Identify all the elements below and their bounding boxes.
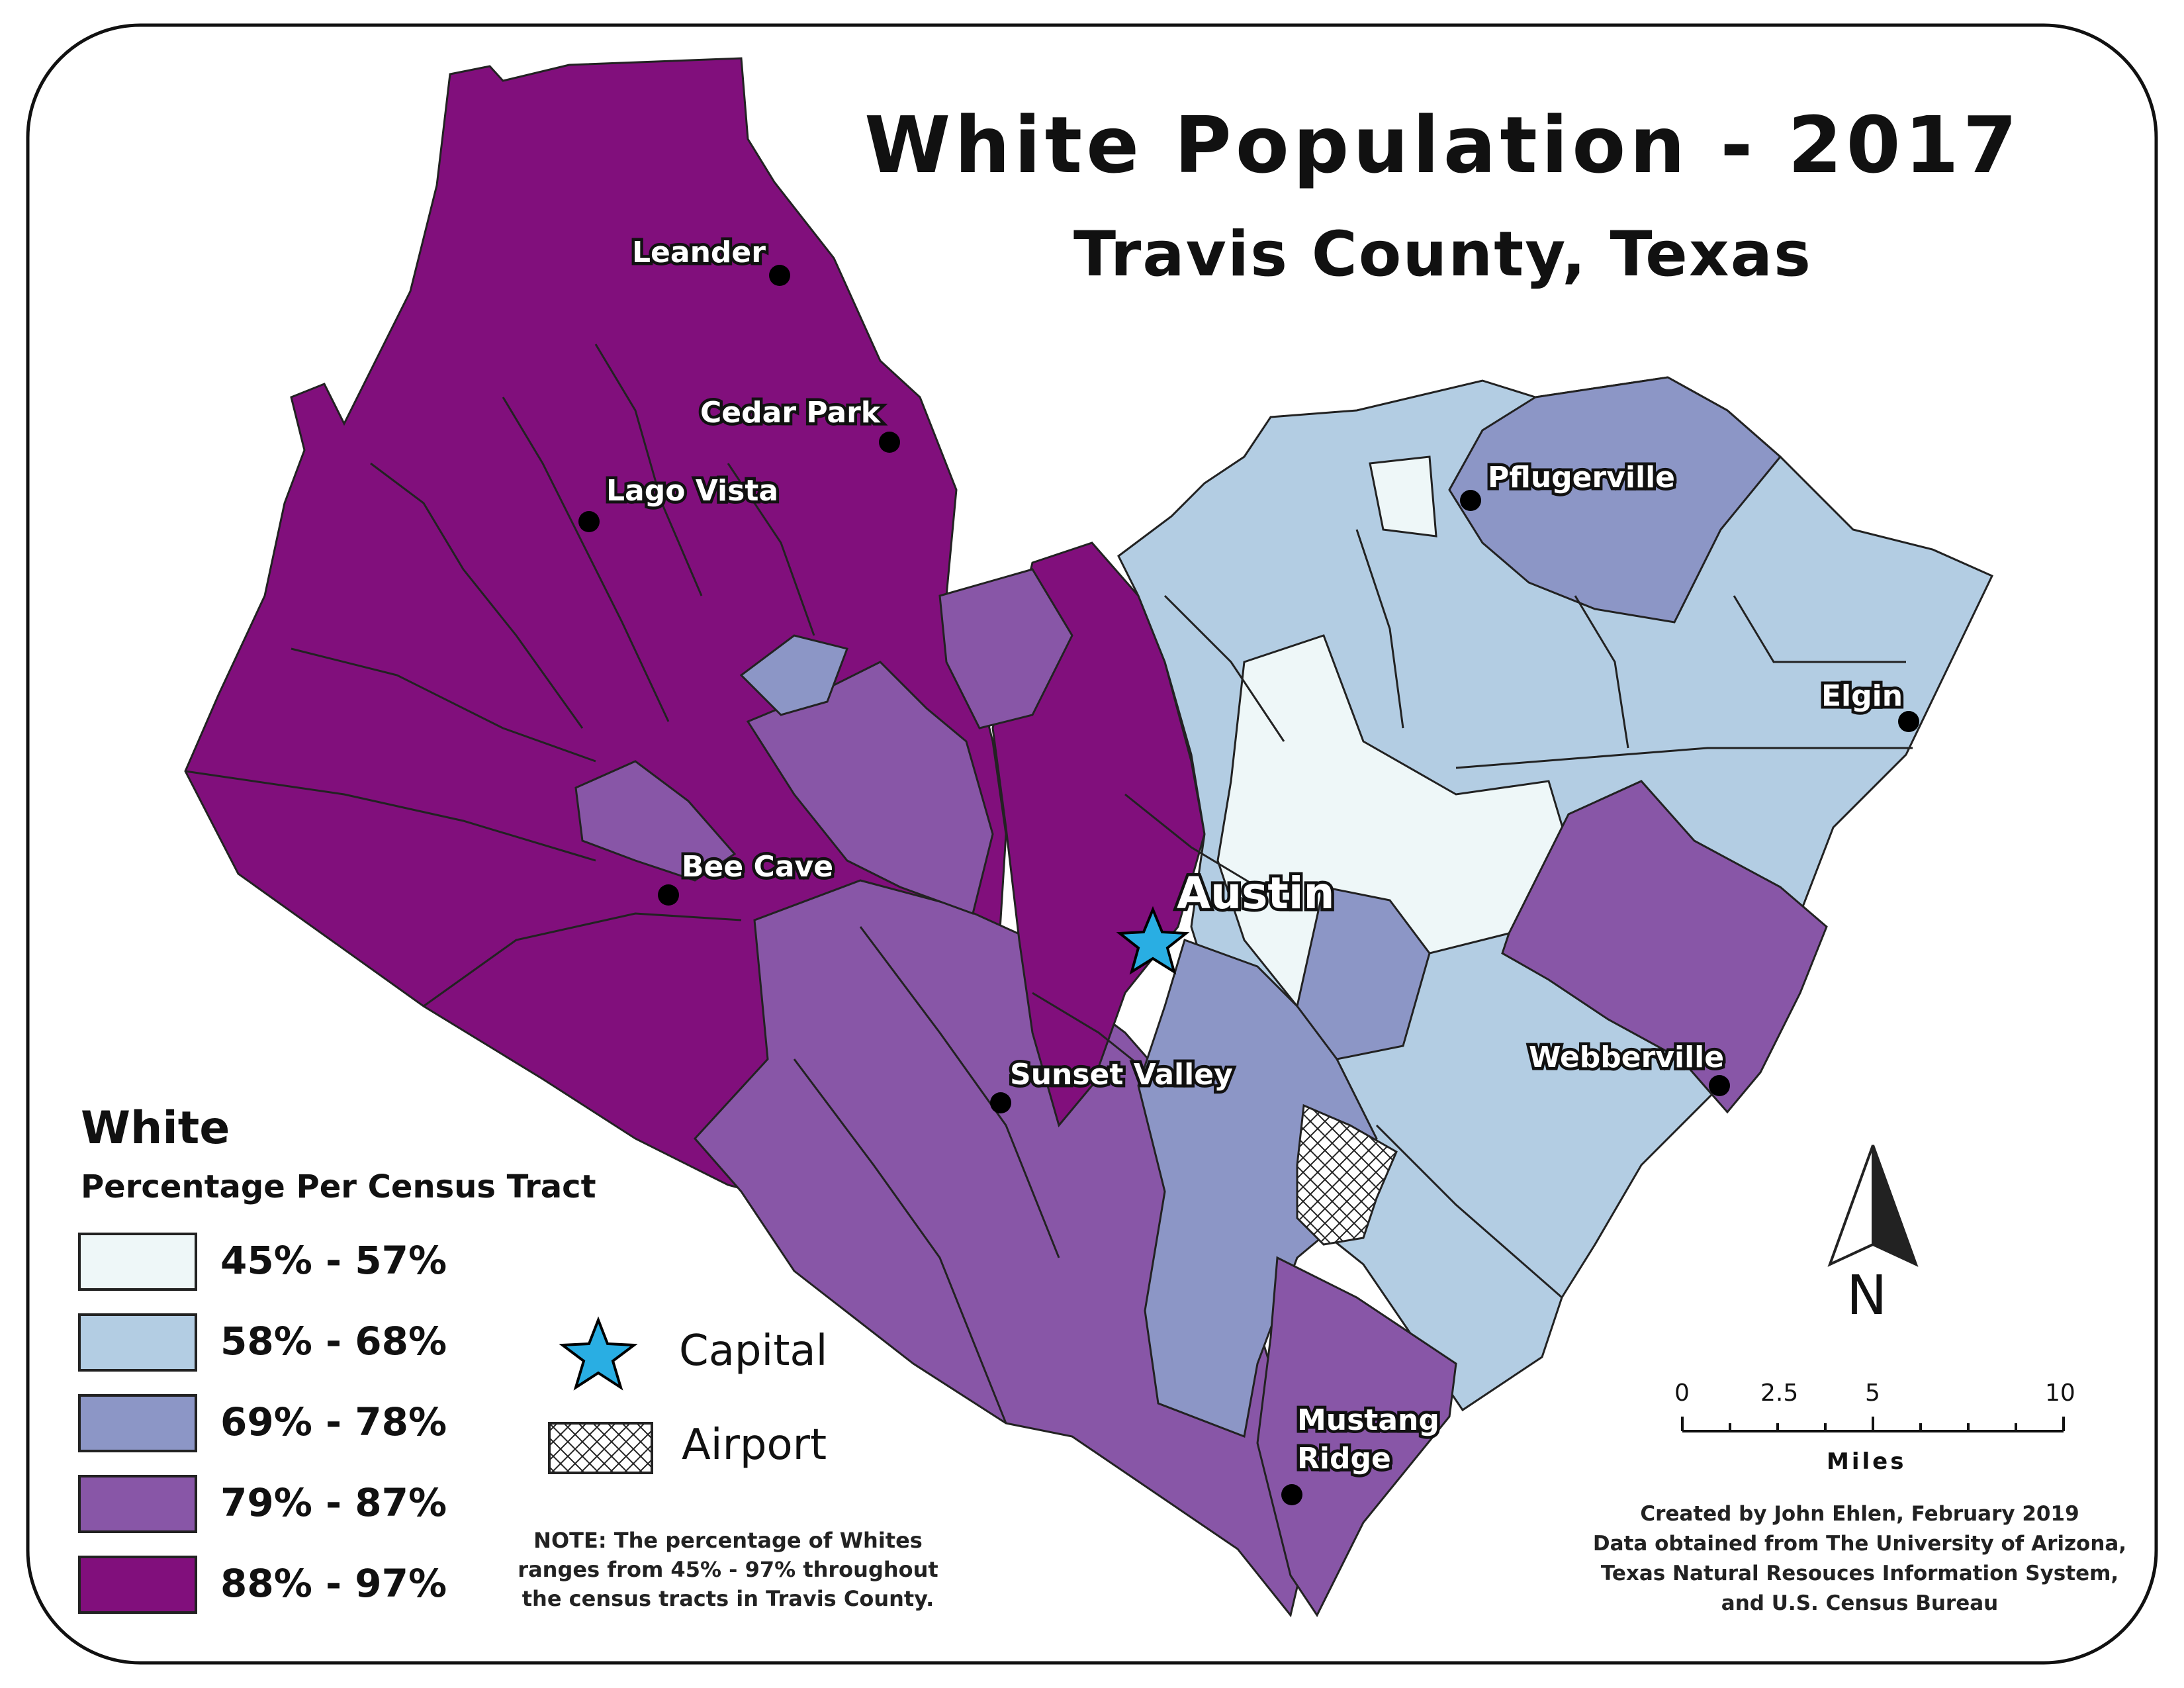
city-dots — [578, 265, 1919, 1505]
credit-line-2: Data obtained from The University of Ari… — [1592, 1532, 2127, 1556]
tracts-79-87-webberville — [1501, 780, 1828, 1114]
note-line-1: NOTE: The percentage of Whites — [533, 1528, 923, 1553]
map-credits: Created by John Ehlen, February 2019 Dat… — [1569, 1499, 2151, 1618]
tracts-79-87-north — [938, 568, 1073, 729]
legend-swatch-4 — [78, 1475, 197, 1533]
legend-label-3: 69% - 78% — [220, 1399, 447, 1444]
legend-label-4: 79% - 87% — [220, 1480, 447, 1525]
tract-boundaries — [185, 344, 1913, 1424]
tracts-69-78-pflugerville — [1448, 376, 1782, 624]
city-dot-lago-vista — [578, 511, 600, 532]
legend-subheading: Percentage Per Census Tract — [81, 1168, 596, 1205]
scale-bar — [1681, 1417, 2065, 1432]
city-dot-leander — [769, 265, 790, 286]
scale-tick-10: 10 — [2045, 1380, 2075, 1407]
city-dot-cedar-park — [879, 432, 900, 453]
legend-label-2: 58% - 68% — [220, 1319, 447, 1364]
scale-unit-label: Miles — [1827, 1448, 1907, 1475]
legend-label-1: 45% - 57% — [220, 1238, 447, 1283]
tracts-45-57-north — [1369, 455, 1437, 538]
legend-heading: White — [81, 1102, 230, 1154]
note-line-2: ranges from 45% - 97% throughout — [518, 1557, 938, 1582]
scale-tick-2-5: 2.5 — [1760, 1380, 1799, 1407]
label-sunset-valley: Sunset Valley — [1010, 1058, 1233, 1092]
tracts-79-87-central — [746, 661, 994, 915]
city-dot-mustang-ridge — [1281, 1484, 1302, 1505]
map-subtitle: Travis County, Texas — [1073, 218, 1812, 291]
north-arrow-label: N — [1846, 1264, 1888, 1327]
label-webberville: Webberville — [1529, 1041, 1724, 1074]
legend-swatch-1 — [78, 1233, 197, 1291]
legend-capital-star-icon — [559, 1316, 638, 1391]
tracts-79-87-bee-cave — [574, 760, 737, 882]
legend-label-5: 88% - 97% — [220, 1561, 447, 1606]
label-leander: Leander — [632, 236, 766, 269]
tracts-69-78-east-center — [1296, 886, 1431, 1060]
tracts-79-87-south-tip — [1256, 1256, 1457, 1617]
label-elgin: Elgin — [1821, 679, 1903, 713]
legend-airport-label: Airport — [682, 1421, 827, 1470]
city-dot-pflugerville — [1460, 490, 1481, 511]
note-line-3: the census tracts in Travis County. — [522, 1586, 934, 1611]
city-dot-webberville — [1709, 1075, 1730, 1096]
label-pflugerville: Pflugerville — [1488, 461, 1675, 494]
credit-line-4: and U.S. Census Bureau — [1721, 1591, 1999, 1615]
label-lago-vista: Lago Vista — [606, 474, 778, 508]
tracts-79-87-west-lake — [739, 634, 848, 716]
label-bee-cave: Bee Cave — [682, 850, 833, 884]
city-dot-elgin — [1898, 711, 1919, 732]
north-arrow-icon — [1827, 1145, 1919, 1267]
map-note: NOTE: The percentage of Whites ranges fr… — [490, 1526, 966, 1613]
label-austin: Austin — [1177, 868, 1335, 919]
scale-tick-0: 0 — [1674, 1380, 1690, 1407]
label-cedar-park: Cedar Park — [700, 396, 882, 430]
legend-airport-swatch — [548, 1422, 653, 1474]
city-dot-sunset-valley — [990, 1092, 1011, 1113]
capital-star-icon — [1116, 906, 1190, 975]
label-mustang-ridge-1: Mustang — [1297, 1403, 1439, 1437]
map-title: White Population - 2017 — [864, 99, 2021, 191]
credit-line-3: Texas Natural Resouces Information Syste… — [1600, 1562, 2119, 1585]
scale-tick-5: 5 — [1865, 1380, 1880, 1407]
label-mustang-ridge-2: Ridge — [1297, 1442, 1391, 1476]
legend-swatch-3 — [78, 1394, 197, 1452]
legend-swatch-5 — [78, 1556, 197, 1614]
city-dot-bee-cave — [658, 884, 679, 906]
credit-line-1: Created by John Ehlen, February 2019 — [1640, 1502, 2079, 1526]
legend-capital-label: Capital — [679, 1327, 828, 1376]
airport-area — [1296, 1103, 1398, 1246]
tracts-45-57-east — [1216, 634, 1570, 1008]
legend-swatch-2 — [78, 1313, 197, 1372]
